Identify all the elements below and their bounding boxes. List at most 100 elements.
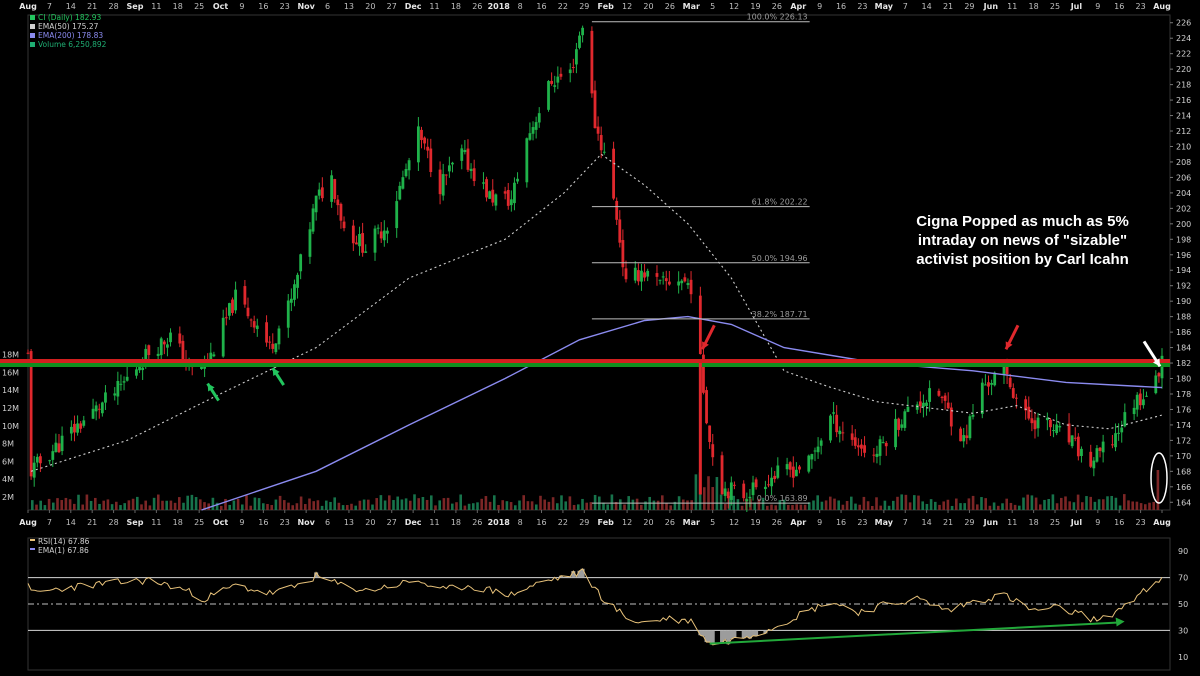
volume-bar [1131, 501, 1134, 510]
volume-bar [215, 502, 219, 510]
candle-body [119, 383, 123, 385]
candle-body [748, 496, 752, 499]
candle-body [1076, 436, 1080, 457]
candle-body [971, 414, 975, 417]
y-tick-label: 224 [1176, 34, 1191, 43]
x-tick-label-top: 9 [817, 2, 822, 11]
volume-bar [497, 504, 500, 510]
candle-body [26, 352, 30, 354]
fib-level-label: 50.0% 194.96 [752, 254, 808, 263]
volume-bar [694, 474, 698, 510]
x-tick-label-top: Nov [297, 2, 315, 11]
candle-body [534, 122, 538, 130]
rsi-trend-arrow-icon [1115, 617, 1125, 627]
x-tick-label-bottom: 19 [750, 518, 760, 527]
volume-bar [144, 500, 147, 510]
volume-bar [530, 501, 534, 510]
volume-bar [526, 501, 530, 510]
volume-bar [833, 498, 836, 510]
candle-body [1002, 363, 1006, 375]
volume-bar [799, 504, 803, 510]
x-tick-label-top: Dec [405, 2, 422, 11]
volume-bar [165, 500, 168, 510]
x-tick-label-bottom: 22 [558, 518, 568, 527]
volume-bar [984, 498, 987, 510]
candle-body [1092, 460, 1096, 469]
volume-bar [241, 504, 244, 510]
candle-body [364, 251, 368, 253]
volume-bar [291, 505, 294, 510]
candle-body [894, 418, 897, 448]
candle-body [212, 354, 216, 357]
y-tick-label: 180 [1176, 375, 1191, 384]
candle-body [231, 299, 234, 313]
volume-bar [287, 502, 290, 510]
volume-bar [501, 500, 504, 510]
volume-bar [312, 501, 315, 510]
volume-bar [946, 499, 950, 510]
volume-tick-label: 18M [2, 351, 19, 360]
volume-bar [1156, 470, 1160, 510]
candle-body [69, 426, 73, 434]
volume-bar [908, 502, 912, 510]
x-tick-label-top: 16 [536, 2, 546, 11]
volume-bar [1106, 496, 1109, 510]
candle-body [667, 281, 671, 285]
volume-bar [757, 498, 761, 510]
candle-body [488, 191, 492, 199]
x-tick-label-top: 18 [173, 2, 183, 11]
volume-bar [564, 501, 567, 510]
candle-body [243, 286, 247, 305]
x-tick-label-bottom: 16 [836, 518, 846, 527]
x-tick-label-bottom: 16 [258, 518, 268, 527]
y-tick-label: 204 [1176, 189, 1191, 198]
volume-bar [795, 504, 798, 510]
candle-body [401, 177, 405, 189]
rsi-legend-label: EMA(1) 67.86 [38, 546, 89, 555]
y-tick-label: 198 [1176, 235, 1191, 244]
y-tick-label: 168 [1176, 467, 1191, 476]
candle-body [729, 482, 733, 500]
volume-bar [274, 499, 278, 510]
candle-body [791, 466, 795, 478]
y-tick-label: 226 [1176, 19, 1191, 28]
candle-body [689, 279, 693, 295]
volume-bar [371, 504, 374, 510]
volume-bar [1022, 497, 1025, 510]
x-tick-label-top: 25 [194, 2, 204, 11]
candle-body [1024, 399, 1028, 411]
candle-body [1055, 424, 1059, 434]
volume-bar [392, 500, 395, 510]
candle-body [624, 268, 628, 280]
candle-body [255, 325, 259, 330]
volume-bar [1139, 503, 1143, 510]
candle-body [702, 354, 705, 393]
candle-body [57, 443, 61, 453]
candle-body [677, 281, 681, 286]
volume-bar [207, 503, 210, 510]
volume-bar [186, 495, 189, 510]
volume-bar [862, 496, 866, 510]
candle-body [336, 199, 340, 206]
volume-bar [316, 500, 320, 510]
candle-body [990, 383, 993, 385]
x-tick-label-bottom: 26 [772, 518, 782, 527]
y-tick-label: 170 [1176, 452, 1191, 461]
candle-body [612, 148, 615, 199]
volume-bar [81, 504, 84, 510]
volume-bar [640, 504, 643, 510]
candle-body [943, 395, 947, 401]
candle-body [509, 199, 513, 206]
volume-bar [1005, 498, 1008, 510]
volume-bar [543, 499, 546, 510]
volume-bar [182, 502, 185, 510]
volume-bar [1127, 500, 1130, 510]
volume-bar [774, 505, 777, 510]
candle-body [1132, 407, 1136, 415]
volume-bar [837, 500, 840, 510]
volume-bar [1144, 504, 1147, 510]
x-tick-label-bottom: 18 [173, 518, 183, 527]
x-tick-label-top: Aug [1153, 2, 1171, 11]
candle-body [1111, 444, 1114, 446]
candle-body [925, 402, 928, 406]
